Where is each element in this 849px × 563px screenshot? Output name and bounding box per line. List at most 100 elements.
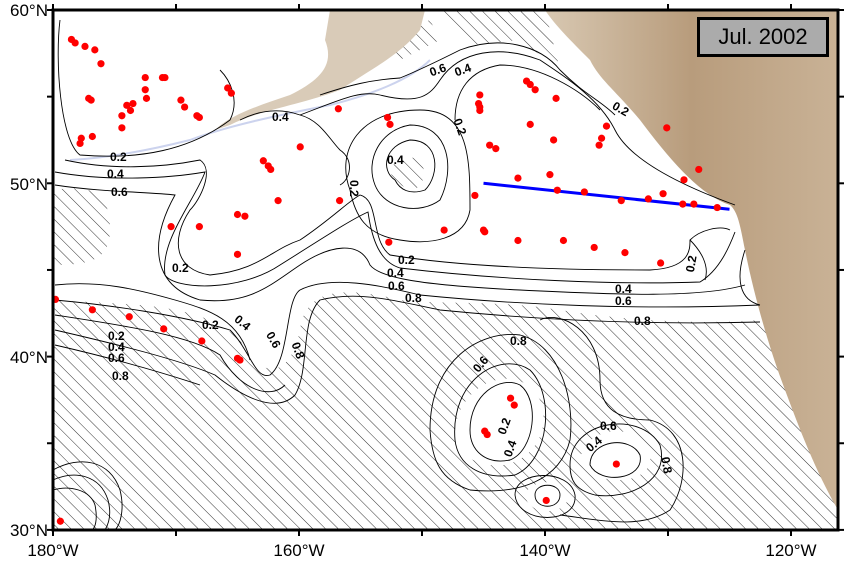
station-point xyxy=(125,313,133,321)
lat-label: 60°N xyxy=(10,1,48,20)
contour-label: 0.8 xyxy=(658,456,675,475)
lon-label: 160°W xyxy=(273,541,324,560)
contour-label: 0.2 xyxy=(450,117,469,138)
contour-labels: 0.2 0.4 0.6 0.4 0.4 0.2 0.2 0.6 0.4 0.2 … xyxy=(107,60,700,474)
station-point xyxy=(296,143,304,151)
station-point xyxy=(514,236,522,245)
station-point xyxy=(663,124,671,132)
station-point xyxy=(198,337,206,345)
station-point xyxy=(129,99,137,108)
station-point xyxy=(334,105,342,113)
station-point xyxy=(476,106,484,115)
station-point xyxy=(160,325,168,333)
station-point xyxy=(546,171,554,179)
station-point xyxy=(542,496,550,505)
station-point xyxy=(644,195,652,203)
station-point xyxy=(526,120,534,128)
station-point xyxy=(486,141,494,149)
contour-label: 0.4 xyxy=(272,110,289,124)
station-point xyxy=(236,356,244,364)
contour-label: 0.6 xyxy=(111,185,128,199)
station-point xyxy=(580,188,588,196)
contour-label: 0.4 xyxy=(107,167,124,181)
contour-label: 0.4 xyxy=(501,438,520,459)
contour-label: 0.2 xyxy=(108,329,125,343)
stations xyxy=(53,35,721,525)
station-point xyxy=(53,295,60,304)
contour-label: 0.8 xyxy=(510,334,527,348)
contour-label: 0.2 xyxy=(495,416,514,437)
lon-label: 180°W xyxy=(27,541,78,560)
station-point xyxy=(510,401,518,409)
station-point xyxy=(81,42,89,50)
station-point xyxy=(88,306,96,314)
station-point xyxy=(590,243,598,252)
station-point xyxy=(142,94,151,102)
date-label-box: Jul. 2002 xyxy=(697,17,829,57)
contour-label: 0.2 xyxy=(110,150,127,164)
station-point xyxy=(483,430,491,439)
contour-lines xyxy=(53,19,761,530)
station-point xyxy=(476,91,484,99)
station-point xyxy=(118,112,126,120)
station-point xyxy=(695,165,703,174)
contour-label: 0.2 xyxy=(172,261,189,275)
station-point xyxy=(680,176,688,184)
station-point xyxy=(181,103,189,111)
station-point xyxy=(657,259,665,267)
station-point xyxy=(713,203,721,212)
lat-label: 50°N xyxy=(10,175,48,194)
station-point xyxy=(141,73,149,82)
station-point xyxy=(195,113,203,122)
station-point xyxy=(481,228,489,236)
land-alaska-peninsula xyxy=(215,10,425,130)
axis-ticks xyxy=(47,4,844,536)
contour-label: 0.8 xyxy=(289,340,308,361)
contour-label: 0.4 xyxy=(453,60,474,79)
lon-label: 120°W xyxy=(765,541,816,560)
station-point xyxy=(71,39,79,47)
station-point xyxy=(126,106,135,115)
contour-label: 0.2 xyxy=(398,253,415,267)
station-point xyxy=(274,197,282,205)
contour-label: 0.4 xyxy=(387,266,404,280)
station-point xyxy=(506,394,515,402)
station-point xyxy=(597,134,606,142)
contour-label: 0.6 xyxy=(600,419,617,433)
station-point xyxy=(141,86,149,94)
station-point xyxy=(91,46,99,54)
lat-label: 30°N xyxy=(10,521,48,540)
station-point xyxy=(602,122,611,130)
contour-label: 0.4 xyxy=(387,153,404,167)
contour-label: 0.2 xyxy=(202,318,219,332)
station-point xyxy=(76,139,84,148)
station-point xyxy=(383,113,392,122)
lat-axis-labels: 60°N 50°N 40°N 30°N xyxy=(10,1,48,540)
station-point xyxy=(679,200,687,208)
station-point xyxy=(552,94,560,102)
contour-label: 0.4 xyxy=(108,340,125,354)
station-point xyxy=(621,249,629,257)
station-point xyxy=(335,197,344,205)
station-point xyxy=(87,96,95,104)
station-point xyxy=(659,190,667,198)
contour-label: 0.6 xyxy=(428,60,449,79)
station-point xyxy=(440,226,448,234)
station-point xyxy=(195,223,203,231)
station-point xyxy=(385,238,393,246)
date-label: Jul. 2002 xyxy=(718,24,808,49)
station-point xyxy=(526,80,534,89)
land-north-america xyxy=(545,10,838,510)
station-point xyxy=(161,73,169,82)
station-point xyxy=(550,136,558,144)
station-point xyxy=(595,141,603,149)
station-point xyxy=(553,186,561,194)
station-point xyxy=(167,223,175,231)
station-point xyxy=(241,212,249,220)
station-point xyxy=(118,124,126,132)
station-point xyxy=(233,250,242,258)
contour-label: 0.6 xyxy=(388,279,405,293)
station-point xyxy=(690,200,698,208)
lon-label: 140°W xyxy=(519,541,570,560)
